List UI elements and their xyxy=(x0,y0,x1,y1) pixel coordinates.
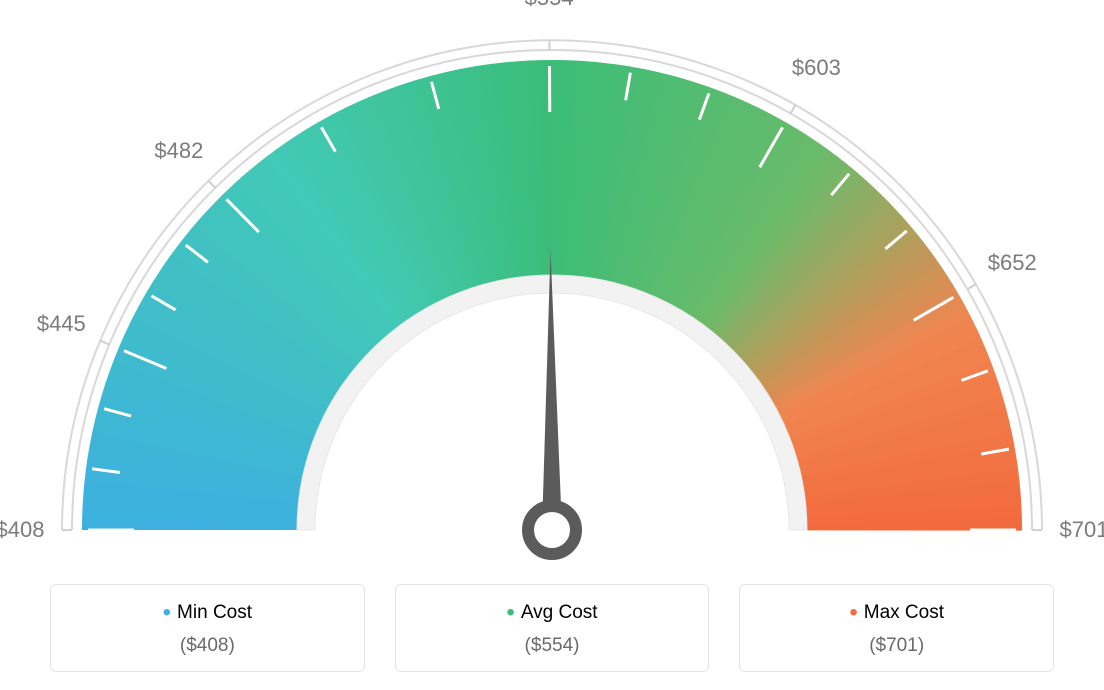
gauge-tick-label: $445 xyxy=(37,311,86,337)
legend-avg-box: • Avg Cost ($554) xyxy=(395,584,710,672)
legend-min-title: • Min Cost xyxy=(61,599,354,627)
gauge-tick-label: $554 xyxy=(525,0,574,11)
legend-min-box: • Min Cost ($408) xyxy=(50,584,365,672)
legend-avg-dot: • xyxy=(506,599,514,626)
legend-max-label: Max Cost xyxy=(864,602,944,623)
gauge-svg xyxy=(0,0,1104,570)
gauge-tick-label: $408 xyxy=(0,517,44,543)
legend-avg-label: Avg Cost xyxy=(521,602,598,623)
gauge-tick-label: $482 xyxy=(154,138,203,164)
legend-min-value: ($408) xyxy=(61,635,354,657)
legend-max-title: • Max Cost xyxy=(750,599,1043,627)
legend-row: • Min Cost ($408) • Avg Cost ($554) • Max C… xyxy=(50,584,1054,672)
gauge-tick-label: $701 xyxy=(1060,517,1104,543)
legend-min-dot: • xyxy=(163,599,171,626)
gauge-tick-label: $603 xyxy=(792,55,841,81)
legend-avg-title: • Avg Cost xyxy=(406,599,699,627)
legend-max-dot: • xyxy=(849,599,857,626)
gauge-tick-label: $652 xyxy=(988,250,1037,276)
legend-avg-value: ($554) xyxy=(406,635,699,657)
legend-max-box: • Max Cost ($701) xyxy=(739,584,1054,672)
legend-min-label: Min Cost xyxy=(177,602,252,623)
legend-max-value: ($701) xyxy=(750,635,1043,657)
gauge-chart: $408 $445 $482 $554 $603 $652 $701 xyxy=(0,0,1104,570)
